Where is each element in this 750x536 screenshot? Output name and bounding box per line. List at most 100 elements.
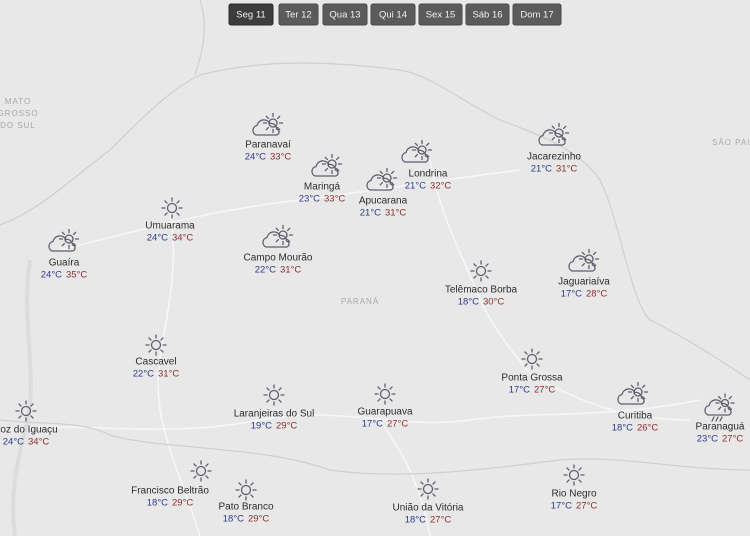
rain-drop xyxy=(715,416,719,422)
city-name: Ponta Grossa xyxy=(501,373,563,384)
sun-ray xyxy=(278,387,282,391)
temp-max: 27°C xyxy=(430,515,451,526)
sun-ray xyxy=(581,251,586,256)
sun-ray xyxy=(390,170,395,175)
temp-min: 24°C xyxy=(41,270,62,281)
tab-label[interactable]: Sáb 16 xyxy=(472,10,502,21)
cloud xyxy=(617,388,645,405)
weather-icon xyxy=(48,228,80,252)
tab-label[interactable]: Dom 17 xyxy=(520,10,553,21)
tab-background[interactable] xyxy=(465,3,510,26)
temp-max: 34°C xyxy=(172,233,193,244)
tab-label[interactable]: Seg 11 xyxy=(236,10,265,21)
temp-min: 24°C xyxy=(147,233,168,244)
temp-min: 17°C xyxy=(362,419,383,430)
city-name: Jacarezinho xyxy=(527,152,581,163)
weather-icon xyxy=(262,224,294,248)
tab-label[interactable]: Sex 15 xyxy=(426,10,456,21)
weather-icon xyxy=(563,464,585,486)
city-name: União da Vitória xyxy=(393,503,464,514)
temp-min: 23°C xyxy=(697,434,718,445)
weather-icon xyxy=(190,460,212,482)
day-tab[interactable]: Sáb 16 xyxy=(465,3,510,26)
city-name: Francisco Beltrão xyxy=(131,486,209,497)
temp-max: 28°C xyxy=(586,289,607,300)
city-name: Laranjeiras do Sul xyxy=(234,409,315,420)
temp-max: 29°C xyxy=(172,498,193,509)
tab-background[interactable] xyxy=(322,3,368,26)
sun-ray xyxy=(250,494,254,498)
tab-background[interactable] xyxy=(512,3,562,26)
sun-ray xyxy=(592,251,597,256)
state-border xyxy=(0,419,750,475)
sun-ray xyxy=(276,115,281,120)
city-name: Maringá xyxy=(304,182,341,193)
tab-label[interactable]: Qua 13 xyxy=(329,10,360,21)
temp-min: 17°C xyxy=(561,289,582,300)
temp-min: 22°C xyxy=(133,369,154,380)
city-name: Umuarama xyxy=(145,221,195,232)
temp-min: 23°C xyxy=(299,194,320,205)
day-tab[interactable]: Dom 17 xyxy=(512,3,562,26)
roads xyxy=(0,159,701,536)
sun-ray xyxy=(414,153,419,158)
day-tab[interactable]: Seg 11 xyxy=(228,3,274,26)
tab-label[interactable]: Ter 12 xyxy=(285,10,311,21)
weather-icon xyxy=(704,393,735,422)
sun-ray xyxy=(148,337,152,341)
weather-icon xyxy=(252,112,284,136)
tab-background[interactable] xyxy=(418,3,463,26)
sun-core xyxy=(526,353,538,365)
temp-max: 31°C xyxy=(385,208,406,219)
weather-icon xyxy=(470,260,492,282)
region-label: GROSSO xyxy=(0,109,39,118)
sun-ray xyxy=(377,398,381,402)
temp-max: 34°C xyxy=(28,437,49,448)
sun-ray xyxy=(275,238,280,243)
sun-ray xyxy=(335,167,340,172)
tab-background[interactable] xyxy=(278,3,319,26)
sun-ray xyxy=(389,386,393,390)
sun-ray xyxy=(193,463,197,467)
weather-icon xyxy=(235,479,257,501)
tab-background[interactable] xyxy=(228,3,274,26)
sun-ray xyxy=(278,399,282,403)
sun-core xyxy=(568,469,580,481)
city-name: Guarapuava xyxy=(357,407,412,418)
tab-background[interactable] xyxy=(370,3,416,26)
temp-max: 27°C xyxy=(534,385,555,396)
temp-max: 31°C xyxy=(280,265,301,276)
day-tab[interactable]: Sex 15 xyxy=(418,3,463,26)
sun-ray xyxy=(562,136,567,141)
temp-max: 30°C xyxy=(483,297,504,308)
city-name: Telêmaco Borba xyxy=(445,285,518,296)
day-tab[interactable]: Qui 14 xyxy=(370,3,416,26)
sun-ray xyxy=(160,349,164,353)
sun-ray xyxy=(551,125,556,130)
temp-min: 17°C xyxy=(509,385,530,396)
temp-max: 27°C xyxy=(722,434,743,445)
sun-ray xyxy=(728,395,733,400)
sun-ray xyxy=(30,403,34,407)
sun-ray xyxy=(420,493,424,497)
sun-ray xyxy=(72,231,77,236)
day-tab[interactable]: Qua 13 xyxy=(322,3,368,26)
day-tab[interactable]: Ter 12 xyxy=(278,3,319,26)
sun-ray xyxy=(728,406,733,411)
temp-max: 33°C xyxy=(270,152,291,163)
road xyxy=(157,209,201,536)
weather-icon xyxy=(538,122,570,146)
sun-ray xyxy=(205,475,209,479)
tab-label[interactable]: Qui 14 xyxy=(379,10,407,21)
weather-icon xyxy=(263,384,285,406)
weather-icon xyxy=(374,383,396,405)
sun-ray xyxy=(425,153,430,158)
sun-ray xyxy=(176,212,180,216)
